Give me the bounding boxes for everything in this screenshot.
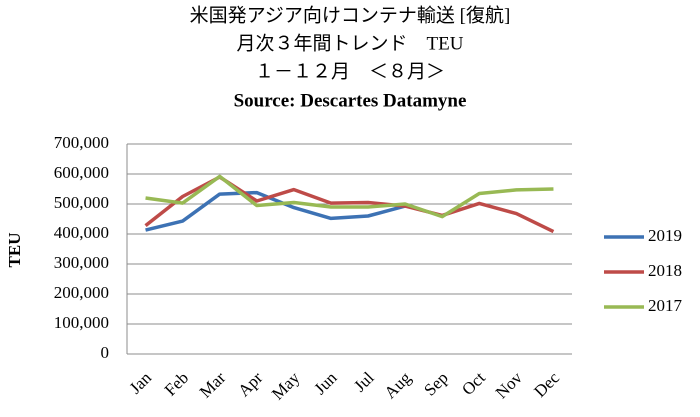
chart-subtitle: 月次３年間トレンド TEU bbox=[237, 32, 464, 54]
x-tick-label: Aug bbox=[381, 368, 415, 402]
x-tick-label: Mar bbox=[196, 368, 230, 402]
series-line bbox=[145, 174, 554, 219]
legend-label: 2019 bbox=[648, 226, 682, 245]
x-tick-label: Sep bbox=[420, 368, 451, 399]
chart-subtitle: １－１２月 ＜８月＞ bbox=[255, 61, 445, 82]
y-axis-label: TEU bbox=[5, 233, 24, 268]
x-tick-label: Apr bbox=[234, 368, 266, 400]
x-tick-label: Jun bbox=[310, 368, 340, 398]
x-tick-label: Dec bbox=[530, 368, 563, 401]
y-tick-label: 600,000 bbox=[54, 163, 109, 182]
y-tick-label: 300,000 bbox=[54, 253, 109, 272]
x-tick-label: Jan bbox=[126, 368, 156, 398]
chart-subtitle: Source: Descartes Datamyne bbox=[234, 90, 467, 111]
chart-title: 米国発アジア向けコンテナ輸送 [復航] bbox=[190, 4, 511, 26]
y-tick-label: 700,000 bbox=[54, 133, 109, 152]
y-tick-label: 500,000 bbox=[54, 193, 109, 212]
x-tick-label: Nov bbox=[492, 368, 526, 402]
y-tick-label: 0 bbox=[101, 343, 110, 362]
y-tick-label: 400,000 bbox=[54, 223, 109, 242]
legend-label: 2017 bbox=[648, 296, 683, 315]
legend-label: 2018 bbox=[648, 261, 682, 280]
x-tick-label: Oct bbox=[458, 368, 489, 399]
y-tick-label: 100,000 bbox=[54, 313, 109, 332]
x-tick-label: Jul bbox=[350, 368, 378, 396]
x-tick-label: Feb bbox=[161, 368, 192, 399]
x-tick-label: May bbox=[268, 368, 304, 404]
series-line bbox=[145, 190, 406, 232]
y-tick-label: 200,000 bbox=[54, 283, 109, 302]
